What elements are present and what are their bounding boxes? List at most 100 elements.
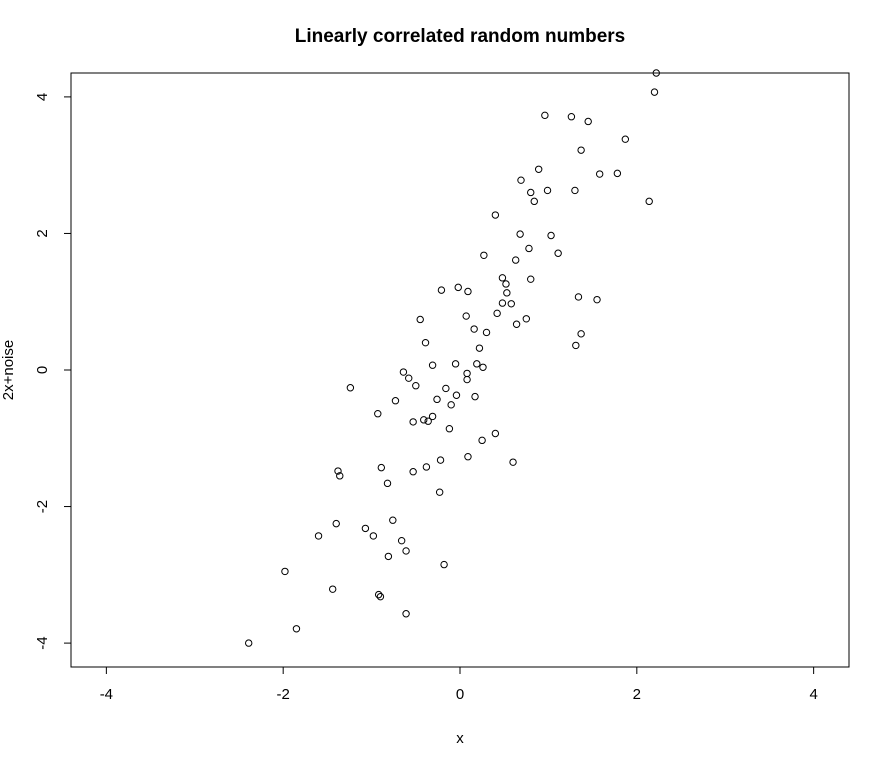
data-point [412,382,420,390]
y-tick-label: -2 [34,500,51,513]
data-point [428,412,437,421]
data-point [522,315,531,323]
y-tick-label: 0 [34,366,51,374]
data-point [462,312,470,320]
data-point [463,369,471,378]
data-point [402,547,410,555]
data-point [463,375,471,384]
data-point [554,249,562,257]
x-axis: -4 -2 0 2 4 [100,666,818,703]
data-point [464,453,472,461]
data-point [471,392,479,401]
data-point [421,338,430,347]
data-point [428,361,437,369]
data-point [292,625,301,633]
data-point [435,488,444,496]
data-point [377,463,386,472]
data-point [645,197,653,206]
data-point [422,463,431,471]
data-point [516,230,524,238]
data-point [527,275,535,283]
data-point [405,374,413,382]
data-point [478,436,486,445]
data-point [574,293,583,301]
data-point [440,560,448,569]
data-point [334,467,342,475]
data-point [442,384,450,393]
data-point [507,300,515,308]
data-point [491,211,500,219]
data-point [332,519,340,528]
data-point [541,111,549,120]
data-point [650,88,659,96]
data-point [454,283,462,292]
chart-title: Linearly correlated random numbers [295,26,626,47]
data-point [374,590,383,599]
data-point [245,639,253,647]
y-axis-label: 2x+noise [0,340,17,400]
data-point [281,567,289,576]
data-point [584,117,592,126]
data-point [424,417,432,425]
data-point [491,429,500,438]
plot-frame [70,72,850,668]
data-point [346,384,355,392]
data-point [517,176,525,184]
data-point [402,610,410,618]
data-point [464,287,472,296]
data-point [361,524,370,533]
data-point [527,188,535,197]
data-point [336,472,344,480]
data-point [374,409,382,418]
data-point [480,251,488,259]
x-tick-label: 4 [809,686,817,703]
data-point [547,231,555,240]
data-point [543,186,552,195]
data-point [369,532,378,540]
data-point [502,280,510,288]
data-point [391,397,400,405]
data-point [409,418,417,426]
data-point [452,391,461,399]
data-point [470,325,478,333]
data-point [577,330,585,338]
data-point [314,532,323,540]
y-tick-label: 2 [34,229,51,237]
data-point [493,309,501,318]
data-point [652,69,660,77]
data-point [593,295,601,304]
data-point [572,341,580,350]
data-point [397,536,406,545]
data-points [245,69,660,647]
data-point [482,328,491,337]
data-point [451,360,460,368]
data-point [595,170,604,178]
data-point [498,299,507,307]
data-point [437,286,446,294]
data-point [389,516,397,524]
y-tick-label: 4 [34,93,51,101]
data-point [512,320,521,328]
data-point [577,146,585,154]
data-point [436,456,445,464]
data-point [416,315,424,324]
data-point [525,244,533,253]
x-tick-label: -2 [277,686,290,703]
data-point [475,344,484,352]
data-point [420,416,428,424]
data-point [479,363,487,371]
data-point [473,360,481,368]
data-point [376,592,385,601]
data-point [384,552,393,561]
data-point [399,368,408,376]
data-point [530,197,538,206]
x-axis-label: x [456,730,464,747]
x-tick-label: 0 [456,686,464,703]
data-point [445,425,454,433]
data-point [509,458,517,466]
data-point [433,395,441,404]
data-point [409,468,417,476]
data-point [498,274,507,282]
data-point [571,186,579,195]
